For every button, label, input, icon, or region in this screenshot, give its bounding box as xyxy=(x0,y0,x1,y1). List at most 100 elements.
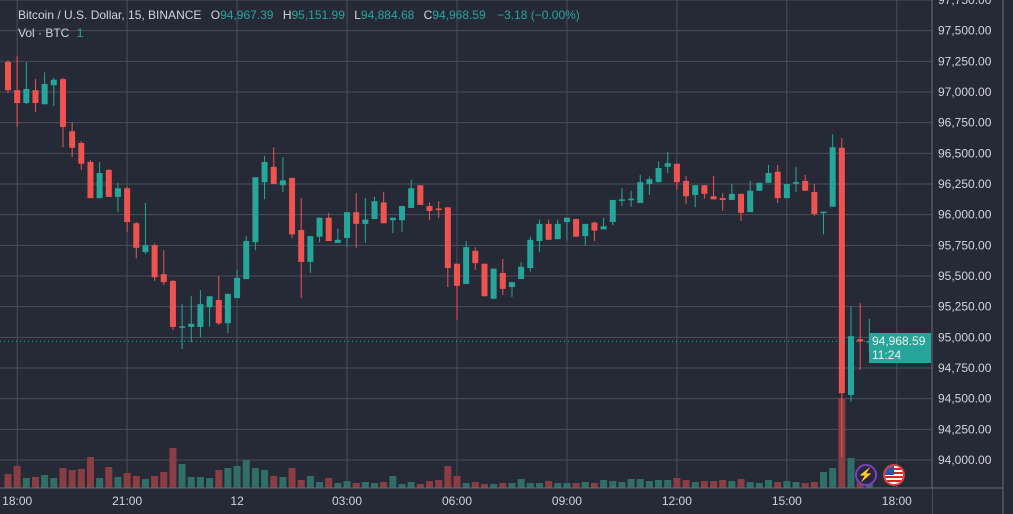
volume-row: Vol · BTC 1 xyxy=(18,24,580,42)
volume-bar xyxy=(251,468,259,488)
x-tick-label: 18:00 xyxy=(2,494,32,508)
candle-body xyxy=(719,198,726,200)
candle-body xyxy=(829,147,836,207)
volume-bar xyxy=(141,479,149,488)
close-value: 94,968.59 xyxy=(432,8,486,22)
candle-body xyxy=(481,263,488,297)
candle-body xyxy=(463,247,470,284)
volume-bar xyxy=(655,480,663,488)
volume-bar xyxy=(123,473,131,488)
candle-body xyxy=(490,268,497,299)
candle-body xyxy=(628,198,635,201)
ohlc-row: Bitcoin / U.S. Dollar, 15, BINANCE O94,9… xyxy=(18,6,580,24)
time-axis[interactable] xyxy=(0,488,932,514)
candles xyxy=(5,55,873,458)
x-tick-label: 21:00 xyxy=(112,494,142,508)
volume-bar xyxy=(407,482,415,488)
y-tick-label: 95,000.00 xyxy=(938,330,992,344)
candle-body xyxy=(728,193,735,200)
volume-bar xyxy=(682,480,690,488)
volume-bar xyxy=(416,484,424,488)
candle-body xyxy=(838,147,845,394)
volume-bar xyxy=(187,477,195,488)
volume-bar xyxy=(755,483,763,488)
candle-body xyxy=(756,182,763,191)
bar-countdown: 11:24 xyxy=(872,348,902,362)
candle-body xyxy=(316,217,323,237)
volume-bar xyxy=(96,478,104,488)
chart-legend: Bitcoin / U.S. Dollar, 15, BINANCE O94,9… xyxy=(18,6,580,42)
candle-body xyxy=(453,263,460,286)
candle-body xyxy=(243,241,250,280)
volume-bar xyxy=(288,468,296,488)
candle-body xyxy=(298,230,305,262)
candle-body xyxy=(87,161,94,199)
candle-body xyxy=(738,193,745,213)
candle-body xyxy=(224,293,231,324)
volume-bar xyxy=(517,479,525,488)
volume-bar xyxy=(847,458,855,488)
candle-body xyxy=(600,226,607,230)
volume-bar xyxy=(581,482,589,488)
candle-body xyxy=(811,191,818,215)
lightning-event-icon[interactable]: ⚡ xyxy=(855,464,877,486)
candle-body xyxy=(371,201,378,219)
candle-body xyxy=(215,299,222,324)
candle-body xyxy=(289,177,296,235)
y-tick-label: 97,500.00 xyxy=(938,24,992,38)
candle-body xyxy=(591,222,598,231)
candle-body xyxy=(252,177,259,243)
us-flag-event-icon[interactable] xyxy=(883,464,905,486)
candle-body xyxy=(582,223,589,237)
volume-bar xyxy=(151,476,159,488)
volume-bar xyxy=(22,478,30,488)
volume-bar xyxy=(508,483,516,488)
price-axis[interactable] xyxy=(932,0,1013,514)
open-label: O xyxy=(210,8,221,22)
y-tick-label: 96,250.00 xyxy=(938,177,992,191)
volume-bar xyxy=(820,472,828,488)
symbol-title[interactable]: Bitcoin / U.S. Dollar, 15, BINANCE xyxy=(18,8,202,22)
volume-bar xyxy=(810,482,818,488)
candle-body xyxy=(151,245,158,278)
volume-bar xyxy=(609,481,617,488)
volume-bar xyxy=(297,480,305,488)
candle-body xyxy=(124,188,131,223)
y-tick-label: 96,000.00 xyxy=(938,208,992,222)
y-tick-label: 94,750.00 xyxy=(938,361,992,375)
volume-bar xyxy=(114,477,122,488)
candle-body xyxy=(325,217,332,242)
candle-body xyxy=(499,272,506,289)
candle-body xyxy=(50,79,57,86)
candle-body xyxy=(32,90,39,104)
candle-body xyxy=(747,190,754,213)
close-label: C xyxy=(423,8,433,22)
candle-body xyxy=(536,223,543,242)
volume-bar xyxy=(774,482,782,488)
x-tick-label: 12:00 xyxy=(662,494,692,508)
volume-bar xyxy=(132,476,140,488)
volume-bar xyxy=(306,476,314,488)
volume-bar xyxy=(50,478,58,488)
volume-bar xyxy=(545,481,553,488)
volume-bar xyxy=(563,483,571,488)
volume-bar xyxy=(270,476,278,488)
volume-bar xyxy=(13,466,21,488)
volume-bar xyxy=(829,468,837,488)
volume-bar xyxy=(31,477,39,488)
volume-bar xyxy=(480,484,488,488)
volume-bar xyxy=(865,484,873,488)
volume-bar xyxy=(600,480,608,488)
candle-body xyxy=(169,280,176,327)
candle-body xyxy=(133,223,140,248)
volume-bar xyxy=(572,483,580,488)
volume-bar xyxy=(673,478,681,488)
volume-bar xyxy=(746,482,754,488)
open-value: 94,967.39 xyxy=(220,8,274,22)
volume-bar xyxy=(68,470,76,488)
candle-body xyxy=(563,217,570,223)
low-label: L xyxy=(354,8,361,22)
volume-bar xyxy=(343,481,351,488)
volume-label[interactable]: Vol · BTC xyxy=(18,26,70,40)
